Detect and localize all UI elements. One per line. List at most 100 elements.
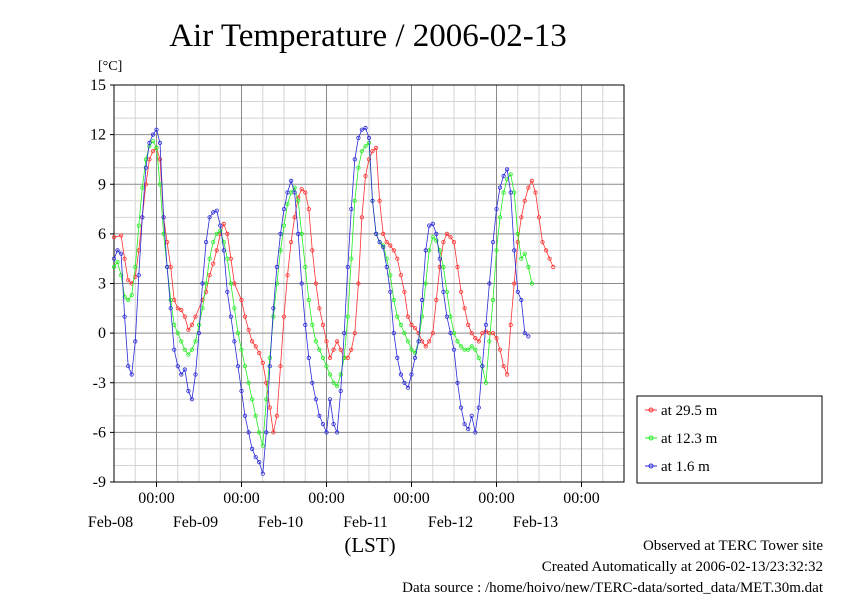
series-2: [111, 139, 535, 448]
data-point: [359, 149, 364, 154]
data-point: [122, 256, 127, 261]
data-point: [543, 248, 549, 253]
data-point: [239, 297, 244, 303]
footer-created: Created Automatically at 2006-02-13/23:3…: [542, 559, 823, 575]
data-point: [324, 364, 329, 369]
data-point: [296, 198, 301, 203]
data-point: [519, 297, 524, 303]
data-point: [412, 326, 418, 331]
data-point: [200, 297, 205, 303]
data-point: [473, 430, 478, 435]
data-point: [267, 405, 272, 410]
x-tick-date-label: Feb-12: [428, 514, 473, 531]
data-point: [143, 165, 148, 170]
data-point: [501, 190, 506, 195]
data-point: [412, 350, 418, 356]
data-point: [519, 256, 524, 261]
data-point: [363, 144, 368, 149]
x-tick-date-label: Feb-11: [343, 514, 388, 531]
data-point: [437, 248, 442, 253]
data-point: [225, 256, 230, 261]
data-point: [126, 278, 131, 283]
data-point: [218, 228, 223, 233]
data-point: [133, 274, 138, 279]
data-point: [522, 198, 527, 203]
data-point: [377, 240, 382, 245]
data-point: [483, 380, 488, 385]
data-point: [547, 256, 552, 261]
data-point: [526, 334, 531, 339]
data-point: [129, 292, 134, 298]
data-point: [451, 347, 457, 352]
data-point: [228, 281, 233, 286]
data-point: [391, 297, 396, 303]
data-point: [211, 240, 216, 245]
data-point: [285, 273, 290, 278]
data-point: [111, 256, 117, 261]
data-point: [250, 446, 255, 451]
data-point: [257, 350, 262, 356]
data-point: [204, 240, 209, 245]
data-point: [437, 256, 442, 261]
data-point: [490, 297, 496, 303]
data-point: [494, 248, 499, 253]
data-point: [373, 231, 379, 236]
data-point: [405, 314, 411, 319]
data-point: [115, 248, 120, 253]
data-point: [239, 347, 244, 352]
data-point: [423, 248, 428, 253]
data-point: [434, 297, 439, 303]
data-point: [504, 372, 510, 377]
data-point: [338, 347, 343, 352]
data-point: [168, 297, 173, 303]
data-point: [274, 413, 279, 418]
data-point: [458, 344, 464, 349]
data-point: [253, 455, 258, 460]
data-point: [182, 347, 187, 352]
data-point: [250, 397, 255, 402]
data-point: [402, 330, 407, 336]
data-point: [119, 251, 124, 256]
data-point: [455, 264, 460, 270]
data-point: [466, 322, 471, 327]
data-point: [458, 405, 464, 410]
data-point: [363, 173, 368, 179]
x-tick-time-label: 00:00: [138, 490, 174, 507]
data-point: [551, 264, 556, 270]
data-point: [430, 235, 435, 240]
data-point: [119, 273, 124, 278]
x-tick-date-label: Feb-08: [88, 514, 133, 531]
data-point: [179, 372, 184, 377]
data-point: [320, 421, 326, 427]
data-point: [271, 314, 276, 319]
data-point: [441, 264, 446, 270]
data-point: [427, 223, 432, 228]
data-point: [140, 185, 145, 190]
series-line: [113, 127, 529, 474]
data-point: [402, 289, 407, 294]
data-point: [242, 413, 248, 418]
data-point: [529, 281, 535, 286]
chart-title: Air Temperature / 2006-02-13: [169, 18, 567, 54]
data-point: [189, 397, 194, 402]
data-point: [338, 388, 343, 394]
data-point: [388, 289, 393, 294]
legend-label: at 29.5 m: [661, 403, 718, 419]
data-point: [306, 207, 311, 212]
data-point: [331, 347, 336, 352]
data-point: [186, 327, 191, 332]
data-point: [419, 297, 425, 303]
data-point: [179, 339, 184, 344]
data-point: [331, 421, 336, 427]
data-point: [313, 281, 318, 286]
data-point: [239, 388, 244, 394]
data-point: [189, 347, 194, 352]
data-point: [207, 273, 212, 278]
data-point: [352, 157, 357, 162]
data-point: [225, 289, 230, 294]
data-point: [476, 405, 481, 410]
data-point: [257, 430, 262, 435]
data-point: [334, 339, 340, 344]
data-point: [285, 190, 290, 195]
